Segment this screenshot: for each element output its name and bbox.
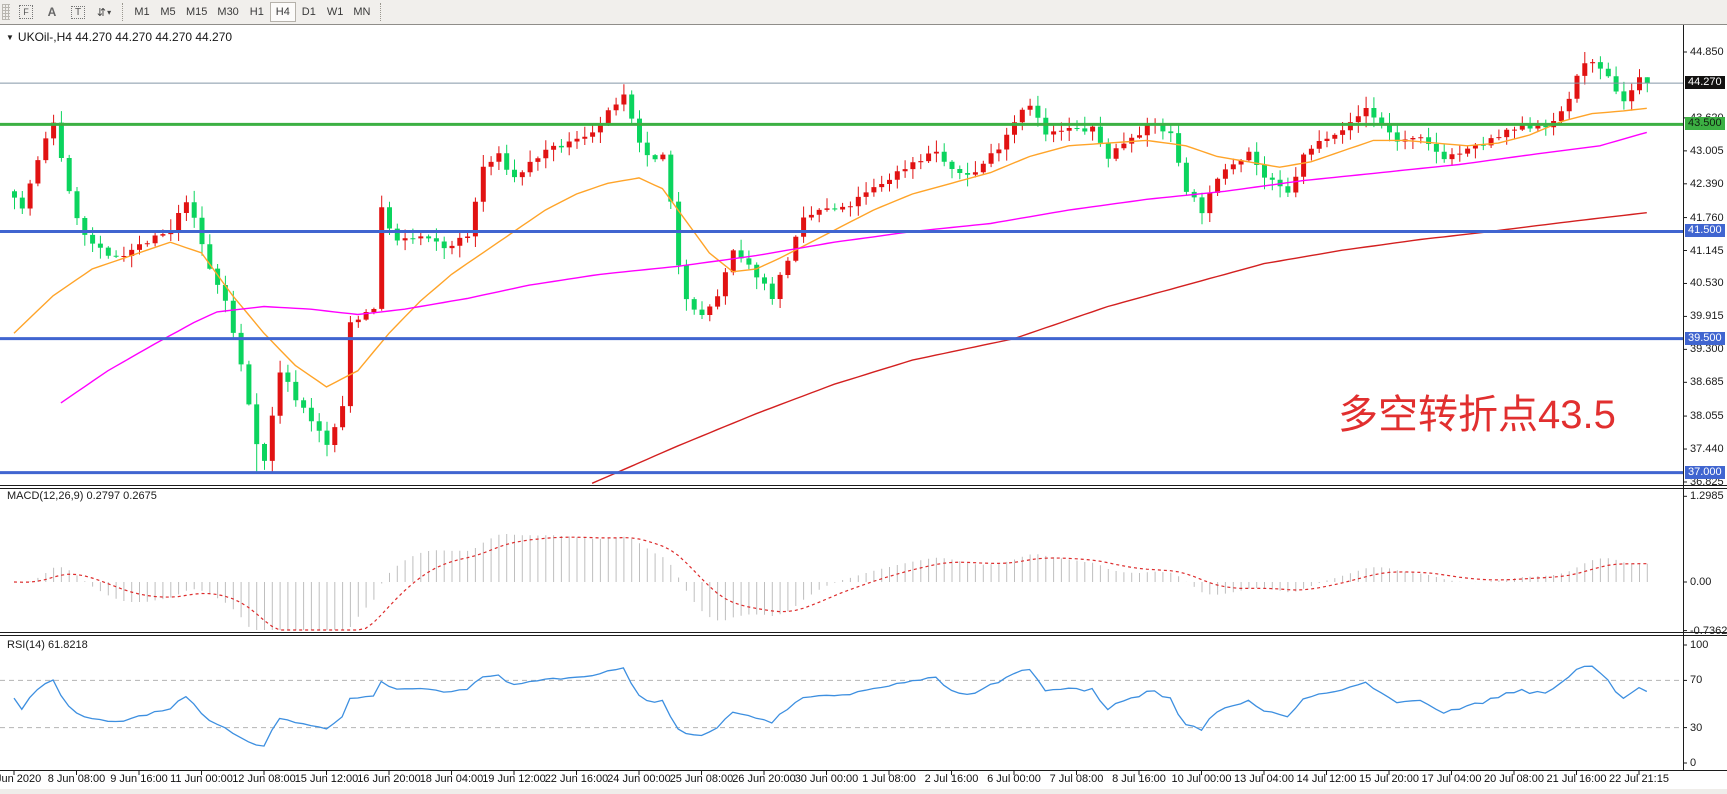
macd-signal-line — [13, 536, 1647, 631]
rsi-axis-label: 70 — [1690, 674, 1703, 687]
label-a-button[interactable]: A — [39, 2, 65, 22]
time-axis-label: 30 Jun 00:00 — [794, 773, 859, 785]
timeframe-button-d1[interactable]: D1 — [301, 6, 316, 18]
toolbar-separator — [380, 3, 382, 21]
rsi-axis-label: 100 — [1690, 639, 1709, 651]
price-axis-tick-label: 40.530 — [1690, 277, 1724, 290]
toolbar: F A T ⇵ ▾ M1 M5 M15 M30 H1 H4 D1 W1 MN — [0, 0, 1727, 25]
time-axis-label: 8 Jul 16:00 — [1112, 773, 1166, 785]
time-axis-label: 16 Jun 20:00 — [357, 773, 421, 785]
time-axis-label: 15 Jul 20:00 — [1359, 773, 1419, 785]
macd-histogram — [21, 534, 1648, 630]
time-axis-label: 15 Jun 12:00 — [294, 773, 359, 785]
time-axis-label: 22 Jul 21:15 — [1609, 773, 1669, 785]
time-axis-label: 7 Jul 08:00 — [1049, 773, 1104, 785]
price-axis-tick-label: 41.145 — [1690, 244, 1724, 257]
window-bottom-edge — [0, 789, 1727, 794]
symbol-dropdown-icon[interactable]: ▼ — [6, 33, 14, 42]
price-axis-tick-label: 44.850 — [1690, 46, 1724, 58]
ma-mid-magenta — [60, 131, 1647, 404]
price-axis-tick-label: 42.390 — [1690, 177, 1724, 190]
timeframe-button-m30[interactable]: M30 — [217, 6, 239, 18]
macd-axis-label: -0.7362 — [1690, 624, 1727, 637]
time-axis-label: 5 Jun 2020 — [0, 773, 42, 785]
trade-note-annotation: 多空转折点43.5 — [1338, 393, 1616, 437]
time-axis-label: 14 Jul 12:00 — [1296, 773, 1357, 785]
price-axis-tick-label: 36.825 — [1690, 475, 1724, 488]
ma-slow-red — [591, 212, 1647, 484]
time-axis-label: 9 Jun 16:00 — [110, 773, 168, 785]
timeframe-button-w1[interactable]: W1 — [326, 6, 344, 18]
price-tag-41.500: 41.500 — [1685, 224, 1725, 238]
timeframe-button-h4[interactable]: H4 — [269, 2, 296, 22]
text-box-button[interactable]: T — [65, 2, 91, 22]
time-axis-label: 1 Jul 08:00 — [862, 773, 916, 785]
timeframe-button-mn[interactable]: MN — [353, 6, 371, 18]
timeframe-button-m5[interactable]: M5 — [160, 6, 176, 18]
price-axis-tick-label: 39.915 — [1690, 310, 1724, 323]
macd-axis-label: 1.2985 — [1690, 490, 1724, 503]
cursor-tools-button[interactable]: ⇵ ▾ — [91, 2, 117, 22]
toolbar-separator — [122, 3, 124, 21]
price-tag-44.270: 44.270 — [1685, 76, 1725, 90]
time-axis-label: 12 Jun 08:00 — [232, 773, 296, 785]
price-axis-tick-label: 43.005 — [1690, 144, 1724, 157]
timeframe-button-m1[interactable]: M1 — [134, 6, 150, 18]
price-axis-tick-label: 39.300 — [1690, 343, 1724, 356]
rsi-axis-label: 0 — [1690, 757, 1697, 769]
price-tag-39.500: 39.500 — [1685, 331, 1725, 345]
label-a-icon: A — [47, 5, 57, 19]
time-axis-label: 13 Jul 04:00 — [1234, 773, 1294, 785]
ma-fast-orange — [13, 107, 1647, 388]
time-axis-label: 26 Jun 20:00 — [732, 773, 796, 785]
chart-title-text: UKOil-,H4 44.270 44.270 44.270 44.270 — [17, 30, 233, 44]
text-box-icon: T — [70, 5, 86, 19]
price-axis-tick-label: 38.685 — [1690, 376, 1724, 389]
time-axis-label: 25 Jun 08:00 — [669, 773, 734, 785]
price-axis-tick-label: 37.440 — [1690, 443, 1724, 456]
timeframe-button-group: M1 M5 M15 M30 H1 H4 D1 W1 MN — [129, 2, 375, 22]
time-axis-label: 2 Jul 16:00 — [924, 773, 979, 785]
cursor-arrows-icon: ⇵ — [96, 6, 106, 19]
time-axis-label: 24 Jun 00:00 — [607, 773, 671, 785]
price-axis-tick-label: 41.760 — [1690, 211, 1724, 224]
indicator-f-icon: F — [19, 5, 33, 19]
rsi-axis-label: 30 — [1690, 721, 1703, 734]
macd-indicator-label: MACD(12,26,9) 0.2797 0.2675 — [7, 490, 157, 502]
time-axis-label: 6 Jul 00:00 — [987, 773, 1041, 785]
timeframe-button-h1[interactable]: H1 — [249, 6, 264, 18]
time-axis-label: 8 Jun 08:00 — [47, 773, 106, 785]
chart-title: ▼ UKOil-,H4 44.270 44.270 44.270 44.270 — [6, 30, 232, 44]
price-tag-37.000: 37.000 — [1685, 465, 1725, 479]
rsi-line — [13, 665, 1648, 747]
time-axis-label: 21 Jul 16:00 — [1546, 773, 1607, 785]
rsi-indicator-label: RSI(14) 61.8218 — [7, 639, 88, 651]
price-tag-43.500: 43.500 — [1685, 117, 1725, 131]
time-axis-label: 18 Jun 04:00 — [419, 773, 484, 785]
time-axis-label: 20 Jul 08:00 — [1484, 773, 1544, 785]
timeframe-button-m15[interactable]: M15 — [186, 6, 208, 18]
time-axis-label: 22 Jun 16:00 — [544, 773, 609, 785]
time-axis-label: 11 Jun 00:00 — [170, 773, 233, 785]
price-axis-tick-label: 38.055 — [1690, 410, 1724, 423]
indicator-f-icon-button[interactable]: F — [13, 2, 39, 22]
dropdown-caret-icon: ▾ — [107, 7, 112, 17]
toolbar-grip[interactable] — [2, 4, 10, 20]
time-axis-label: 17 Jul 04:00 — [1421, 773, 1482, 785]
macd-axis-label: 0.00 — [1690, 576, 1712, 588]
time-axis-label: 10 Jul 00:00 — [1171, 773, 1232, 785]
time-axis-label: 19 Jun 12:00 — [482, 773, 546, 785]
